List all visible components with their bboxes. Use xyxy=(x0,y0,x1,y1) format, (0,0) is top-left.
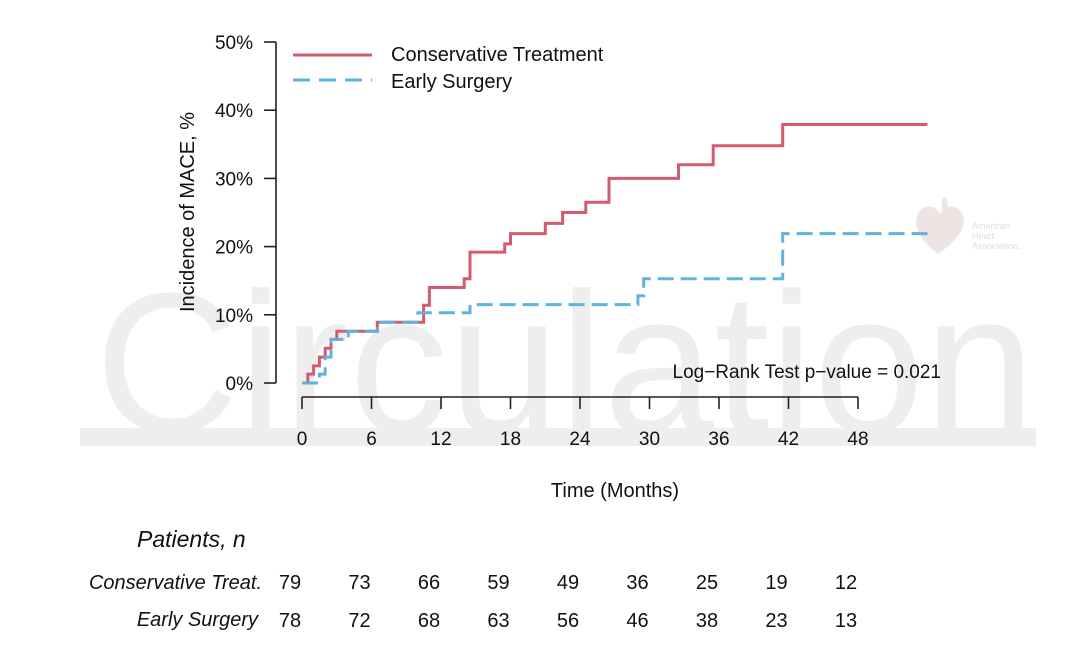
logo-line-3: Association. xyxy=(972,241,1021,251)
x-tick-label: 6 xyxy=(366,429,377,450)
x-axis-title: Time (Months) xyxy=(551,480,679,502)
risk-count: 79 xyxy=(279,572,301,594)
y-tick-label: 10% xyxy=(215,306,253,327)
watermark: Circulation American Heart Association. xyxy=(80,196,1036,475)
risk-count: 46 xyxy=(626,610,648,632)
risk-row-label-conservative: Conservative Treat. xyxy=(89,572,262,594)
risk-count: 49 xyxy=(557,572,579,594)
legend-label-early-surgery: Early Surgery xyxy=(391,71,512,93)
risk-row-label-early-surgery: Early Surgery xyxy=(137,609,259,631)
x-tick-label: 42 xyxy=(778,429,799,450)
x-tick-label: 48 xyxy=(847,429,868,450)
x-axis: 0 6 12 18 24 30 36 42 48 xyxy=(297,396,869,450)
legend-label-conservative-treatment: Conservative Treatment xyxy=(391,44,604,66)
y-tick-label: 20% xyxy=(215,238,253,259)
risk-count: 13 xyxy=(835,610,857,632)
x-tick-label: 30 xyxy=(639,429,660,450)
heart-torch-icon xyxy=(916,206,964,254)
series-line-early-surgery xyxy=(302,232,928,385)
watermark-underline xyxy=(80,428,1036,446)
risk-count: 25 xyxy=(696,572,718,594)
risk-count: 59 xyxy=(487,572,509,594)
logo-line-1: American xyxy=(972,221,1010,231)
risk-count: 36 xyxy=(626,572,648,594)
risk-count: 68 xyxy=(418,610,440,632)
p-value-annotation: Log−Rank Test p−value = 0.021 xyxy=(673,362,942,383)
x-tick-label: 24 xyxy=(569,429,591,450)
x-tick-label: 18 xyxy=(500,429,521,450)
risk-values: 79 73 66 59 49 36 25 19 12 78 72 68 63 56 46 38 23 13 xyxy=(279,572,857,632)
x-tick-label: 36 xyxy=(708,429,729,450)
risk-count: 66 xyxy=(418,572,440,594)
risk-table: Patients, n Conservative Treat. Early Su… xyxy=(89,526,857,632)
risk-count: 78 xyxy=(279,610,301,632)
x-tick-label: 12 xyxy=(430,429,451,450)
risk-count: 12 xyxy=(835,572,857,594)
risk-count: 23 xyxy=(765,610,787,632)
series-line-conservative-treatment xyxy=(302,123,928,385)
torch-flame-icon xyxy=(941,196,948,214)
risk-count: 56 xyxy=(557,610,579,632)
risk-count: 63 xyxy=(487,610,509,632)
logo-line-2: Heart xyxy=(972,231,995,241)
risk-count: 38 xyxy=(696,610,718,632)
risk-table-title: Patients, n xyxy=(137,526,246,552)
y-axis-title: Incidence of MACE, % xyxy=(177,112,199,312)
y-tick-label: 50% xyxy=(215,33,253,54)
y-tick-label: 40% xyxy=(215,101,253,122)
risk-count: 19 xyxy=(765,572,787,594)
x-tick-label: 0 xyxy=(297,429,308,450)
y-tick-label: 30% xyxy=(215,169,253,190)
y-axis: 0% 10% 20% 30% 40% 50% xyxy=(215,33,277,395)
series-group xyxy=(302,123,928,385)
y-tick-label: 0% xyxy=(226,374,254,395)
logo: American Heart Association. xyxy=(916,196,1021,254)
legend: Conservative Treatment Early Surgery xyxy=(293,44,604,93)
risk-count: 73 xyxy=(348,572,370,594)
risk-count: 72 xyxy=(348,610,370,632)
